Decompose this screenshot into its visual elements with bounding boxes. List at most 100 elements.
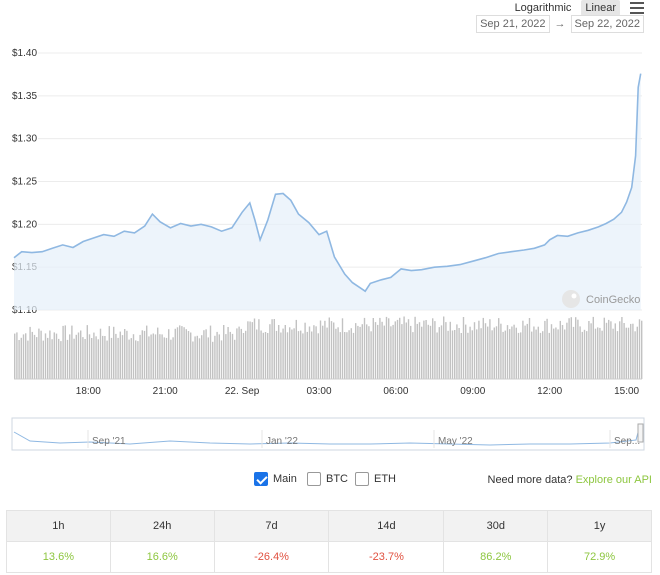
linear-option[interactable]: Linear xyxy=(581,0,620,16)
volume-bar xyxy=(20,337,22,379)
volume-bar xyxy=(627,327,630,379)
volume-bar xyxy=(55,333,58,379)
volume-bar xyxy=(592,316,594,379)
volume-bar xyxy=(304,322,306,379)
btc-checkbox[interactable]: BTC xyxy=(307,472,348,486)
volume-bar xyxy=(236,328,238,379)
volume-bars xyxy=(14,316,643,380)
volume-bar xyxy=(113,326,115,379)
volume-bar xyxy=(176,327,179,379)
volume-bar xyxy=(273,319,275,379)
hamburger-menu-icon[interactable] xyxy=(630,2,644,14)
volume-bar xyxy=(515,327,517,379)
volume-bar xyxy=(196,335,198,379)
volume-bar xyxy=(84,339,86,379)
volume-bar xyxy=(82,337,84,379)
eth-checkbox-box[interactable] xyxy=(355,472,369,486)
volume-bar xyxy=(256,329,258,379)
volume-bar xyxy=(608,319,610,379)
volume-bar xyxy=(456,324,458,379)
volume-bar xyxy=(31,331,33,379)
date-to-input[interactable]: Sep 22, 2022 xyxy=(570,15,644,33)
volume-bar xyxy=(524,325,526,379)
main-checkbox[interactable]: Main xyxy=(254,472,297,486)
volume-bar xyxy=(368,326,370,379)
volume-bar xyxy=(522,320,524,379)
volume-bar xyxy=(506,325,509,379)
volume-bar xyxy=(548,332,550,379)
value-30d: 86.2% xyxy=(443,541,549,573)
btc-checkbox-box[interactable] xyxy=(307,472,321,486)
volume-bar xyxy=(93,332,95,379)
volume-bar xyxy=(267,333,269,379)
volume-bar xyxy=(95,336,97,379)
series-toggle-row: Main BTC ETH Need more data? Explore our… xyxy=(0,472,660,490)
volume-bar xyxy=(49,330,51,379)
volume-bar xyxy=(544,320,546,379)
date-range: Sep 21, 2022 → Sep 22, 2022 xyxy=(476,15,644,33)
volume-bar xyxy=(623,323,625,379)
volume-bar xyxy=(498,318,500,379)
main-checkbox-box[interactable] xyxy=(254,472,268,486)
volume-bar xyxy=(97,339,99,379)
volume-bar xyxy=(531,331,533,379)
navigator-handle[interactable] xyxy=(637,423,644,443)
volume-bar xyxy=(383,325,385,379)
volume-bar xyxy=(403,316,405,379)
header-7d: 7d xyxy=(213,510,330,542)
volume-bar xyxy=(388,318,390,379)
eth-checkbox[interactable]: ETH xyxy=(355,472,396,486)
volume-bar xyxy=(537,326,539,379)
logarithmic-option[interactable]: Logarithmic xyxy=(514,2,572,14)
volume-bar xyxy=(619,321,621,379)
price-chart[interactable]: $1.40$1.35$1.30$1.25$1.20$1.15$1.10 18:0… xyxy=(0,0,660,460)
price-area xyxy=(14,73,641,310)
volume-bar xyxy=(119,331,121,379)
volume-bar xyxy=(185,329,187,379)
navigator-frame[interactable] xyxy=(11,417,645,451)
volume-bar xyxy=(418,322,421,379)
volume-bar xyxy=(603,317,605,379)
volume-bar xyxy=(148,336,150,379)
volume-bar xyxy=(229,331,231,379)
explore-api-link[interactable]: Explore our API xyxy=(575,474,652,486)
volume-bar xyxy=(187,331,190,379)
volume-bar xyxy=(165,337,168,379)
value-7d: -26.4% xyxy=(213,541,330,573)
volume-bar xyxy=(440,325,443,379)
volume-bar xyxy=(392,324,394,379)
volume-bar xyxy=(564,329,566,379)
volume-bar xyxy=(16,332,18,379)
date-from-input[interactable]: Sep 21, 2022 xyxy=(476,15,550,33)
volume-bar xyxy=(75,334,77,379)
volume-bar xyxy=(14,333,16,379)
volume-bar xyxy=(313,325,315,379)
eth-checkbox-label: ETH xyxy=(374,473,396,485)
volume-bar xyxy=(407,319,410,379)
header-14d: 14d xyxy=(328,510,445,542)
volume-bar xyxy=(262,332,264,379)
volume-bar xyxy=(198,338,201,379)
volume-bar xyxy=(286,332,289,379)
volume-bar xyxy=(271,319,273,379)
volume-bar xyxy=(137,341,139,379)
volume-bar xyxy=(25,333,27,379)
header-1h: 1h xyxy=(6,510,111,542)
y-tick-label: $1.30 xyxy=(12,134,37,145)
volume-bar xyxy=(62,325,64,379)
x-tick-label: 09:00 xyxy=(460,386,485,397)
x-tick-label: 18:00 xyxy=(76,386,101,397)
volume-bar xyxy=(88,334,91,379)
value-24h: 16.6% xyxy=(109,541,215,573)
header-30d: 30d xyxy=(443,510,549,542)
volume-bar xyxy=(179,325,181,379)
volume-bar xyxy=(227,327,229,379)
volume-bar xyxy=(174,328,176,379)
volume-bar xyxy=(333,322,335,379)
volume-bar xyxy=(322,325,324,379)
volume-bar xyxy=(357,325,359,379)
volume-bar xyxy=(487,326,489,379)
volume-bar xyxy=(480,328,482,379)
volume-bar xyxy=(355,323,357,379)
volume-bar xyxy=(621,317,623,379)
